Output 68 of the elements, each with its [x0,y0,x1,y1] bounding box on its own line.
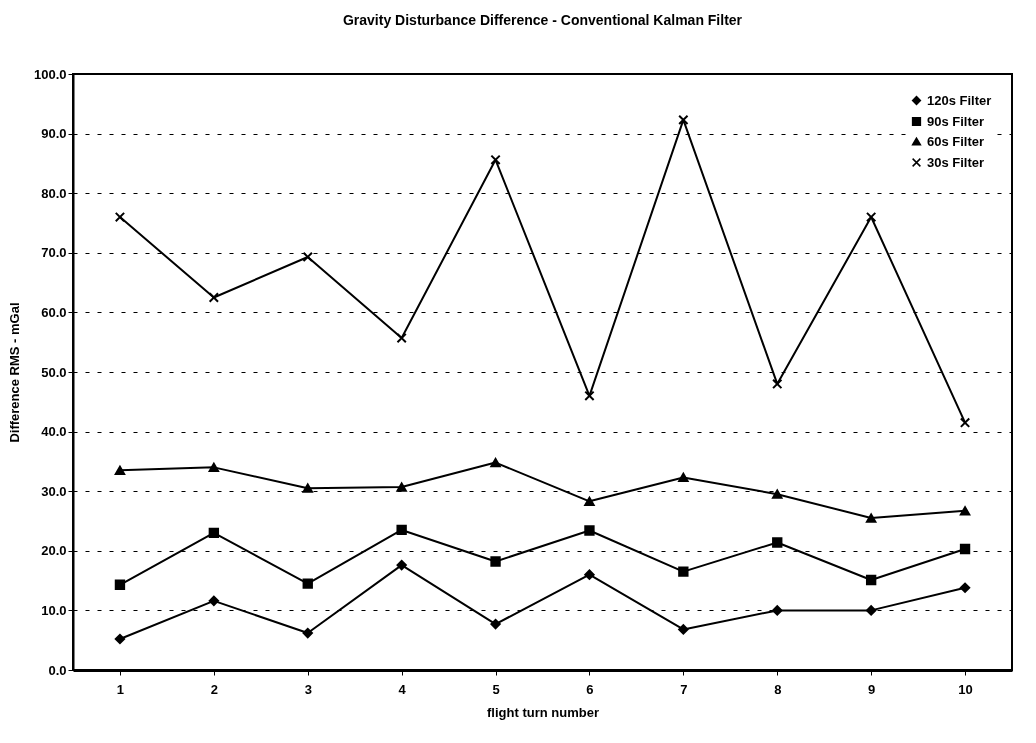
y-tick-label: 60.0 [41,304,67,320]
point [490,556,501,567]
point [490,154,501,166]
point [114,211,126,223]
y-tick-label: 90.0 [41,126,67,142]
y-tick-label: 30.0 [41,483,67,499]
legend-label: 120s Filter [927,92,992,108]
point [959,543,971,555]
point [772,537,783,548]
point [114,633,126,645]
chart-title: Gravity Disturbance Difference - Conventional Kalman Filter [342,12,743,28]
point [772,489,783,499]
y-tick-label: 70.0 [41,245,67,261]
x-tick-label: 2 [210,681,218,697]
point [772,378,783,390]
point [396,559,407,571]
point [865,605,877,616]
x-tick-label: 1 [116,681,125,697]
point [396,524,407,536]
point [584,569,595,580]
point [302,627,313,639]
point [678,566,689,577]
x-tick-label: 4 [398,681,407,697]
point [772,605,783,616]
point [114,465,126,475]
point [678,472,689,483]
x-tick-label: 3 [304,681,312,697]
point [584,390,595,402]
point [959,506,971,516]
y-axis-title: Difference RMS - mGal [6,302,22,443]
point [865,211,877,223]
x-tick-label: 5 [492,681,500,697]
point [584,496,595,506]
y-tick-label: 80.0 [41,185,67,201]
x-tick-label: 6 [586,681,594,697]
point [490,618,501,630]
point [208,527,220,539]
point [396,482,407,492]
x-tick-label: 8 [774,681,782,697]
point [396,332,407,344]
point [865,574,877,586]
point [490,457,501,468]
y-tick-label: 20.0 [41,543,67,559]
legend-label: 90s Filter [927,113,985,129]
point [302,483,313,493]
point [302,251,313,263]
y-tick-label: 0.0 [48,662,67,678]
point [114,579,126,590]
point [959,417,971,428]
legend-label: 60s Filter [927,133,985,149]
x-tick-label: 9 [868,681,876,697]
point [208,462,220,472]
y-tick-label: 10.0 [41,602,67,618]
point [678,624,689,635]
point [959,582,971,593]
point [865,513,877,523]
point [208,595,220,607]
point [678,114,689,126]
x-tick-label: 10 [958,681,973,697]
y-tick-label: 100.0 [33,66,67,82]
legend-label: 30s Filter [927,154,985,170]
y-tick-label: 50.0 [41,364,67,380]
point [208,292,220,303]
point [302,578,313,589]
x-tick-label: 7 [680,681,688,697]
x-axis-title: flight turn number [487,704,599,720]
y-tick-label: 40.0 [41,424,67,440]
point [584,525,595,536]
